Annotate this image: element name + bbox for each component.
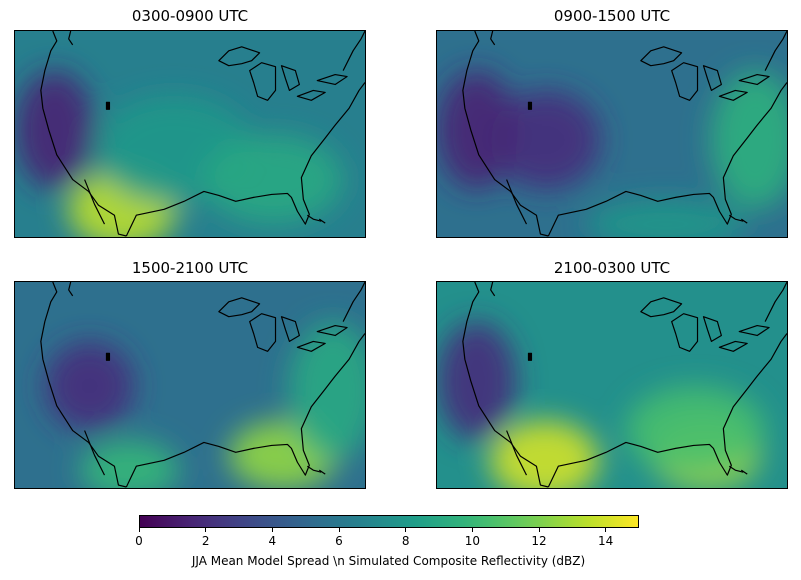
coastline-path [738, 73, 770, 86]
coastline-path [671, 62, 699, 101]
coastline-path [506, 430, 528, 476]
map-svg-4 [437, 282, 787, 488]
colorbar-tick [471, 528, 473, 532]
coastline-path [764, 282, 787, 322]
coastline-path [547, 82, 787, 237]
lake-marker [105, 101, 111, 110]
coastline-path [249, 313, 277, 352]
coastline-path [728, 214, 744, 222]
coastline-path [740, 218, 748, 224]
spread-hotspot-southwest-desert [489, 420, 600, 488]
coastline-path [462, 31, 549, 237]
coastline-path [249, 62, 277, 101]
coastline-path [306, 465, 322, 473]
coastline-path [84, 430, 106, 476]
coastline-path [40, 31, 127, 237]
spread-hotspot-pacific-northwest [15, 70, 95, 190]
colorbar-tick [338, 528, 340, 532]
spread-hotspot-pacific-northwest [437, 70, 517, 190]
colorbar-label: JJA Mean Model Spread \n Simulated Compo… [0, 554, 801, 568]
coastline-path [125, 82, 365, 237]
panel-title-3: 1500-2100 UTC [131, 259, 249, 277]
coastline-path [84, 179, 106, 225]
coastline-path [40, 282, 127, 488]
coastline-path [280, 316, 300, 343]
coastline-path [218, 297, 261, 318]
colorbar-tick-label: 8 [401, 534, 410, 548]
coastline-path [316, 73, 348, 86]
coastline-path [318, 469, 326, 475]
map-panel-3 [14, 281, 366, 489]
coastline-path [218, 46, 261, 67]
coastline-path [316, 324, 348, 337]
colorbar-tick [138, 528, 140, 532]
panel-title-1: 0300-0900 UTC [131, 7, 249, 25]
spread-hotspot-east-coast [710, 70, 787, 210]
map-svg-1 [15, 31, 365, 237]
coastline-path [342, 31, 365, 71]
spread-hotspot-great-basin [44, 341, 135, 431]
coastline-path [738, 324, 770, 337]
coastline-path [547, 333, 787, 488]
colorbar-tick-label: 2 [201, 534, 210, 548]
lake-marker [527, 101, 533, 110]
colorbar [139, 515, 639, 528]
coastline-path [68, 282, 74, 297]
spread-hotspot-rockies [491, 90, 602, 190]
colorbar-tick [271, 528, 273, 532]
map-svg-3 [15, 282, 365, 488]
colorbar-tick [405, 528, 407, 532]
colorbar-tick-label: 4 [268, 534, 277, 548]
coastline-path [125, 333, 365, 488]
map-panel-4 [436, 281, 788, 489]
colorbar-tick-label: 0 [135, 534, 143, 548]
lake-marker [527, 352, 533, 361]
spread-hotspot-mexico [79, 440, 180, 488]
map-panel-1 [14, 30, 366, 238]
spread-hotspot-east-coast [288, 321, 365, 461]
coastline-path [342, 282, 365, 322]
colorbar-tick [205, 528, 207, 532]
spread-hotspot-gulf [586, 199, 746, 237]
coastline-path [490, 282, 496, 297]
colorbar-tick-label: 6 [335, 534, 343, 548]
coastline-path [462, 282, 549, 488]
colorbar-label-text: JJA Mean Model Spread \n Simulated Compo… [191, 554, 586, 568]
colorbar-gradient [140, 516, 638, 527]
map-panel-2 [436, 30, 788, 238]
coastline-path [640, 297, 683, 318]
map-svg-2 [437, 31, 787, 237]
coastline-path [702, 316, 722, 343]
colorbar-tick-label: 14 [598, 534, 614, 548]
colorbar-tick-label: 10 [464, 534, 480, 548]
coastline-path [280, 65, 300, 92]
coastline-path [506, 179, 528, 225]
coastline-path [728, 465, 744, 473]
colorbar-tick [538, 528, 540, 532]
coastline-path [764, 31, 787, 71]
panel-title-2: 0900-1500 UTC [553, 7, 671, 25]
spread-hotspot-southeast [625, 385, 766, 476]
colorbar-tick [605, 528, 607, 532]
coastline-path [318, 218, 326, 224]
panel-title-4: 2100-0300 UTC [553, 259, 671, 277]
coastline-path [718, 89, 748, 101]
coastline-path [718, 340, 748, 352]
coastline-path [702, 65, 722, 92]
spread-hotspot-pacific-northwest [437, 321, 517, 441]
coastline-path [490, 31, 496, 46]
coastline-path [671, 313, 699, 352]
spread-hotspot-southeast [203, 134, 344, 225]
lake-marker [105, 352, 111, 361]
coastline-path [740, 469, 748, 475]
coastline-path [296, 89, 326, 101]
coastline-path [296, 340, 326, 352]
coastline-path [306, 214, 322, 222]
coastline-path [68, 31, 74, 46]
colorbar-tick-label: 12 [531, 534, 547, 548]
coastline-path [640, 46, 683, 67]
